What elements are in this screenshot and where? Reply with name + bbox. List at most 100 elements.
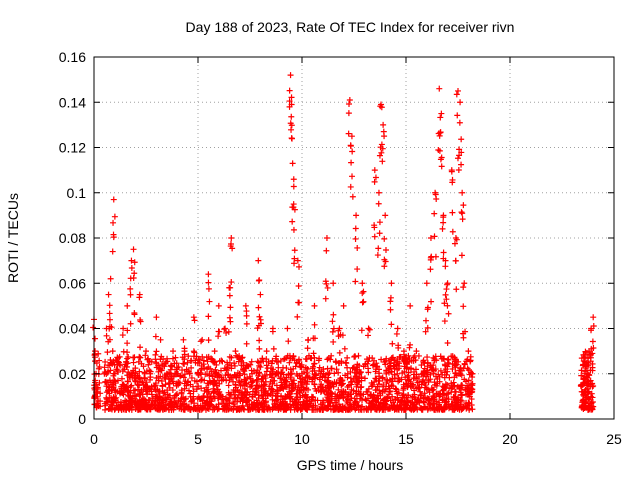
roti-point xyxy=(428,405,435,412)
roti-point xyxy=(344,354,351,361)
roti-point xyxy=(226,314,233,321)
roti-point xyxy=(268,364,275,371)
roti-point xyxy=(398,376,405,383)
roti-point xyxy=(289,218,296,225)
roti-point xyxy=(195,370,201,377)
roti-point xyxy=(185,353,192,360)
roti-point xyxy=(195,356,202,363)
roti-point xyxy=(294,257,301,264)
roti-point xyxy=(286,359,293,366)
roti-point xyxy=(455,87,461,94)
roti-point xyxy=(444,281,451,288)
roti-point xyxy=(256,313,263,320)
roti-point xyxy=(302,355,309,362)
roti-point xyxy=(271,401,278,408)
roti-point xyxy=(288,135,295,142)
roti-point xyxy=(288,101,295,108)
roti-point xyxy=(272,355,279,362)
roti-point xyxy=(275,364,282,371)
roti-point xyxy=(374,392,381,399)
points-layer xyxy=(90,72,597,404)
roti-point xyxy=(153,393,160,400)
roti-point xyxy=(418,391,425,398)
roti-point xyxy=(427,266,434,273)
roti-point xyxy=(416,379,423,386)
roti-point xyxy=(440,249,447,256)
roti-point xyxy=(224,361,231,368)
roti-point xyxy=(327,397,334,404)
roti-point xyxy=(288,370,295,377)
roti-point xyxy=(354,244,361,251)
roti-point xyxy=(221,326,228,333)
roti-point xyxy=(360,298,367,305)
roti-point xyxy=(402,401,409,408)
roti-point xyxy=(422,382,429,389)
roti-point xyxy=(136,368,143,375)
roti-point xyxy=(439,371,446,378)
roti-point xyxy=(311,360,318,367)
roti-point xyxy=(373,360,380,367)
roti-point xyxy=(160,390,167,397)
roti-point xyxy=(401,351,408,358)
roti-point xyxy=(410,406,417,413)
roti-point xyxy=(289,160,296,167)
roti-point xyxy=(290,183,297,190)
roti-point xyxy=(340,395,347,402)
roti-point xyxy=(95,365,102,372)
roti-point xyxy=(94,385,101,392)
roti-point xyxy=(289,398,296,405)
roti-point xyxy=(316,364,323,371)
roti-point xyxy=(317,370,324,377)
roti-point xyxy=(124,340,131,347)
roti-point xyxy=(587,354,594,361)
roti-point xyxy=(378,356,385,363)
roti-point xyxy=(117,399,124,406)
roti-point xyxy=(106,323,113,330)
roti-point xyxy=(330,325,337,332)
roti-point xyxy=(388,280,395,287)
roti-point xyxy=(420,357,427,364)
roti-point xyxy=(460,303,467,310)
roti-point xyxy=(406,376,413,383)
roti-point xyxy=(111,377,118,384)
roti-point xyxy=(243,388,250,395)
roti-point xyxy=(333,366,340,373)
roti-point xyxy=(304,398,311,405)
roti-point xyxy=(354,266,361,273)
roti-point xyxy=(590,314,597,321)
roti-point xyxy=(267,378,274,385)
roti-point xyxy=(255,257,262,264)
roti-point xyxy=(286,98,293,105)
roti-point xyxy=(287,72,294,79)
roti-point xyxy=(468,396,475,403)
roti-point xyxy=(173,360,180,367)
roti-point xyxy=(433,398,440,405)
roti-point xyxy=(125,392,132,399)
roti-point xyxy=(310,394,317,401)
roti-point xyxy=(279,398,286,405)
roti-point xyxy=(449,209,456,216)
roti-point xyxy=(418,362,425,369)
roti-point xyxy=(129,374,136,381)
roti-point xyxy=(130,274,137,281)
roti-point xyxy=(277,374,284,381)
roti-point xyxy=(348,133,355,140)
roti-point xyxy=(352,278,359,285)
roti-point xyxy=(325,403,332,410)
roti-point xyxy=(335,327,342,334)
roti-point xyxy=(253,384,260,391)
roti-point xyxy=(402,406,409,413)
roti-point xyxy=(581,370,588,377)
roti-point xyxy=(97,390,104,397)
roti-point xyxy=(291,206,298,213)
roti-point xyxy=(439,225,446,232)
roti-point xyxy=(579,382,586,389)
roti-point xyxy=(228,354,235,361)
roti-point xyxy=(380,406,387,413)
roti-point xyxy=(295,299,302,306)
roti-point xyxy=(431,355,438,362)
roti-point xyxy=(340,302,347,309)
roti-point xyxy=(115,359,122,366)
roti-point xyxy=(256,345,263,352)
